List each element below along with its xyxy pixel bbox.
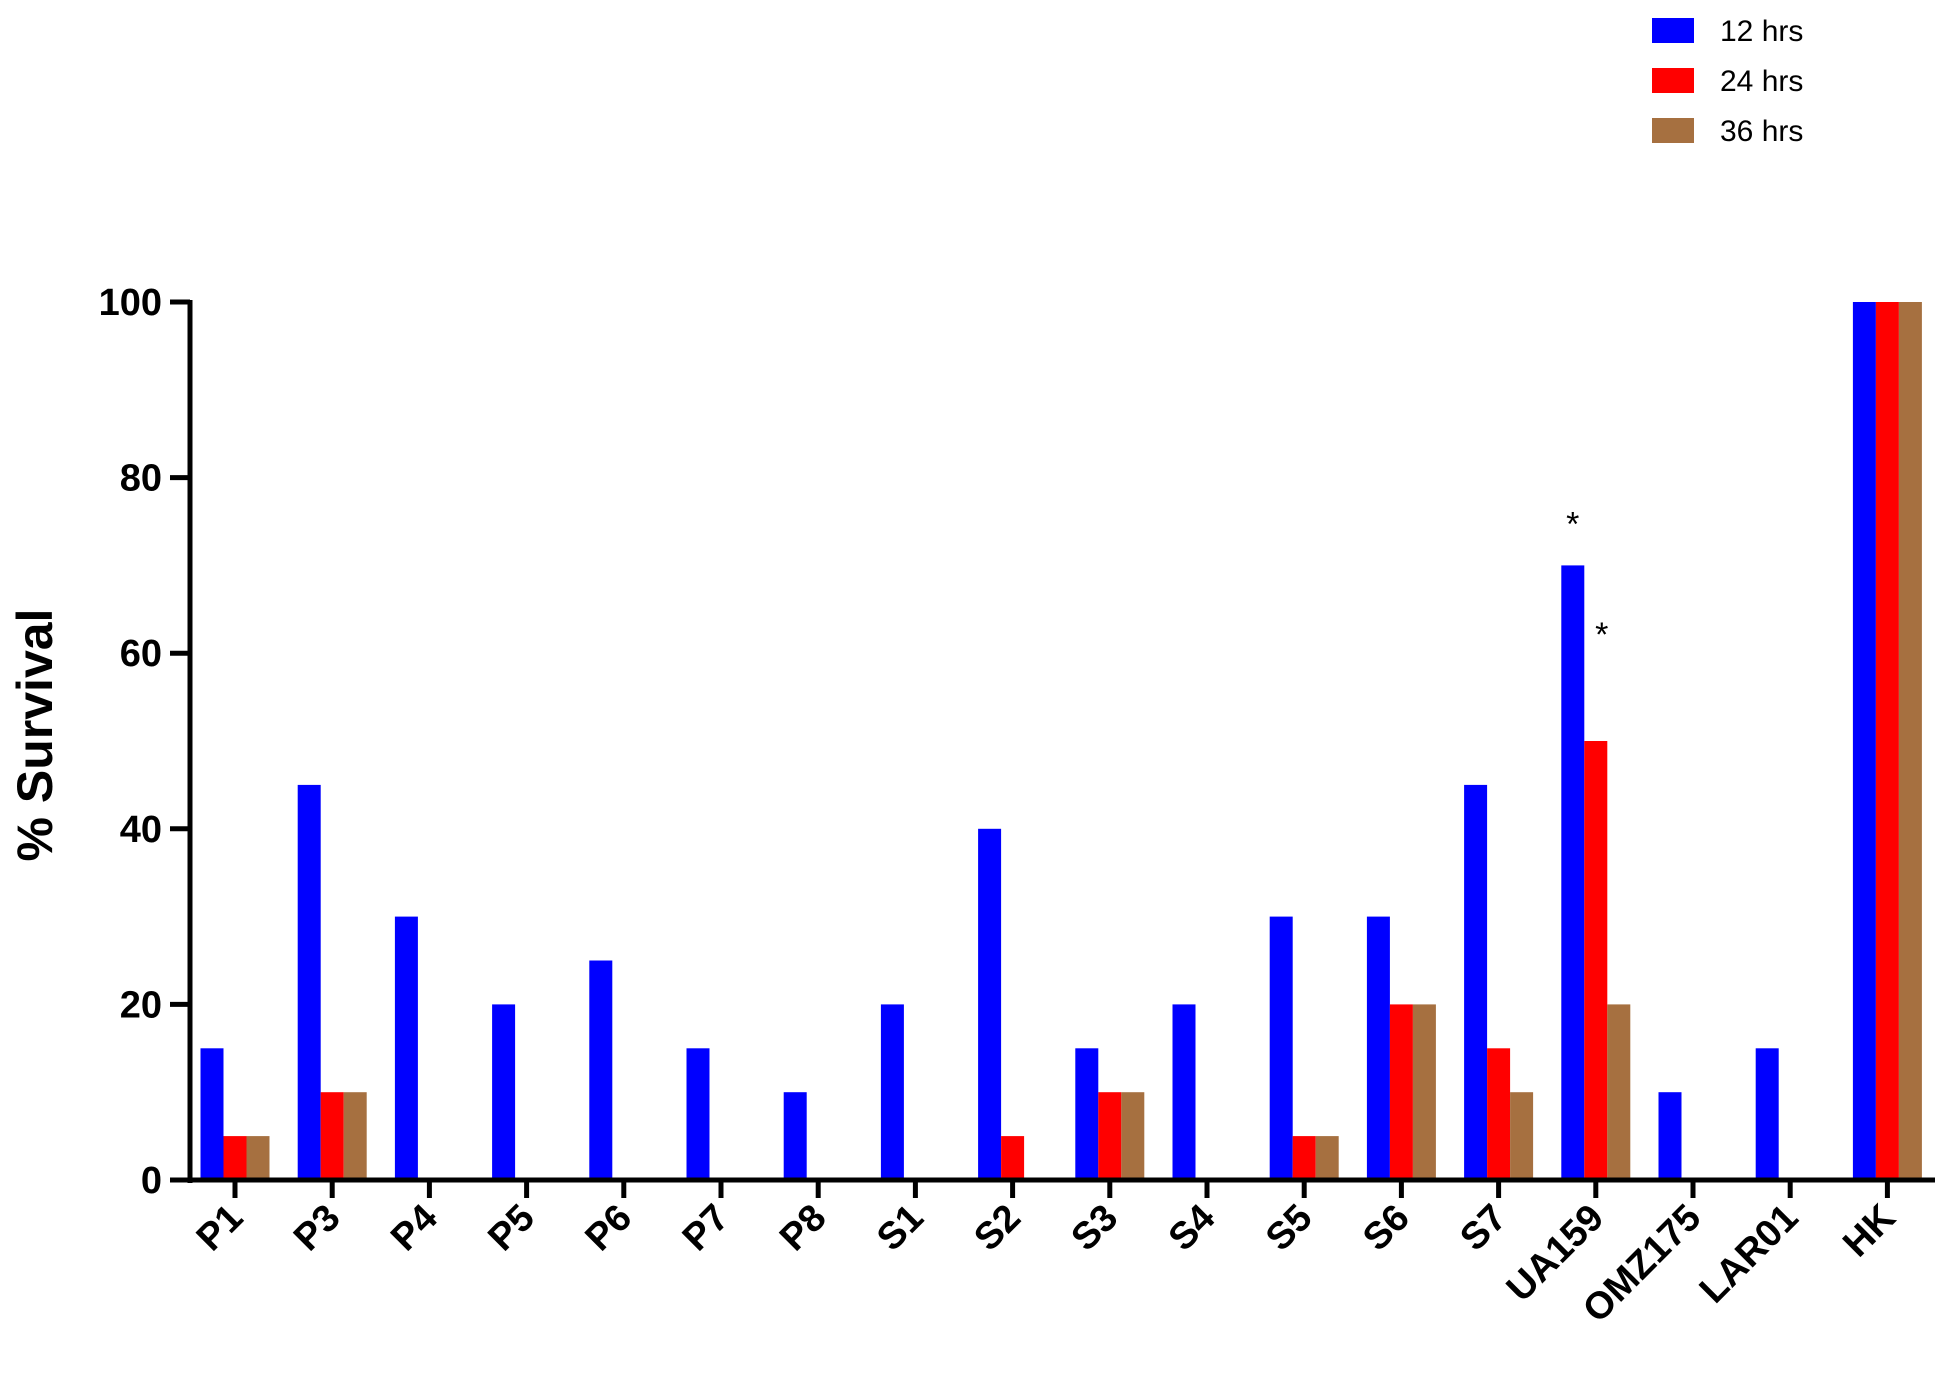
bar-p7-12-hrs — [686, 1048, 710, 1180]
y-axis-title: % Survival — [7, 609, 63, 862]
y-tick-label-60: 60 — [120, 633, 162, 675]
x-tick-label-p6: P6 — [578, 1197, 641, 1260]
x-tick-label-p7: P7 — [675, 1197, 738, 1260]
bar-p3-36-hrs — [343, 1092, 367, 1180]
y-tick-label-20: 20 — [120, 984, 162, 1026]
significance-marker-ua159-24-hrs: * — [1595, 616, 1608, 654]
x-tick-label-p5: P5 — [480, 1197, 543, 1260]
bar-p1-36-hrs — [246, 1136, 270, 1180]
bar-s1-12-hrs — [880, 1004, 904, 1180]
legend-swatch-36-hrs — [1652, 118, 1694, 143]
bar-s2-12-hrs — [978, 828, 1002, 1180]
bar-s6-36-hrs — [1412, 1004, 1436, 1180]
legend-label-24-hrs: 24 hrs — [1720, 65, 1803, 98]
bar-ua159-36-hrs — [1607, 1004, 1631, 1180]
bar-p3-12-hrs — [297, 784, 321, 1180]
bar-s3-24-hrs — [1098, 1092, 1122, 1180]
x-tick-label-p4: P4 — [383, 1197, 446, 1260]
x-tick-label-hk: HK — [1835, 1196, 1904, 1265]
bar-s7-24-hrs — [1487, 1048, 1511, 1180]
bar-s7-12-hrs — [1464, 784, 1488, 1180]
bar-s4-12-hrs — [1172, 1004, 1196, 1180]
bar-p5-12-hrs — [492, 1004, 516, 1180]
x-tick-label-s7: S7 — [1452, 1197, 1515, 1260]
x-tick-label-p3: P3 — [286, 1197, 349, 1260]
bar-s6-12-hrs — [1366, 916, 1390, 1180]
y-tick-label-100: 100 — [99, 282, 162, 324]
x-axis: P1 P3 P4 P5 P6 P7 P8 S1 S2 S3 S4 S5 S6 S7UA159OMZ175L… — [188, 1177, 1935, 1331]
bar-s3-36-hrs — [1121, 1092, 1145, 1180]
bar-hk-24-hrs — [1875, 302, 1899, 1180]
y-axis: 0 20 40 60 80 100 — [99, 282, 193, 1202]
bars — [200, 302, 1922, 1180]
legend: 12 hrs 24 hrs 36 hrs — [1652, 15, 1803, 148]
x-tick-label-p8: P8 — [772, 1197, 835, 1260]
bar-s3-12-hrs — [1075, 1048, 1099, 1180]
y-tick-label-40: 40 — [120, 809, 162, 851]
x-tick-label-s1: S1 — [869, 1197, 932, 1260]
x-tick-label-s3: S3 — [1064, 1197, 1127, 1260]
bar-s7-36-hrs — [1510, 1092, 1534, 1180]
x-tick-label-s2: S2 — [966, 1197, 1029, 1260]
bar-hk-12-hrs — [1852, 302, 1876, 1180]
bar-p6-12-hrs — [589, 960, 613, 1180]
legend-label-12-hrs: 12 hrs — [1720, 15, 1803, 48]
x-tick-label-s4: S4 — [1161, 1197, 1224, 1260]
bar-lar01-12-hrs — [1755, 1048, 1779, 1180]
bar-s6-24-hrs — [1389, 1004, 1413, 1180]
bar-ua159-12-hrs — [1561, 565, 1585, 1180]
bar-p3-24-hrs — [320, 1092, 344, 1180]
bar-p1-12-hrs — [200, 1048, 224, 1180]
x-tick-label-lar01: LAR01 — [1692, 1197, 1807, 1312]
bar-s2-24-hrs — [1001, 1136, 1025, 1180]
y-tick-label-80: 80 — [120, 458, 162, 500]
bar-s5-12-hrs — [1269, 916, 1293, 1180]
x-tick-label-s6: S6 — [1355, 1197, 1418, 1260]
annotations: ** — [1566, 505, 1608, 654]
legend-swatch-24-hrs — [1652, 68, 1694, 93]
bar-p4-12-hrs — [394, 916, 418, 1180]
bar-s5-36-hrs — [1315, 1136, 1339, 1180]
x-tick-label-s5: S5 — [1258, 1197, 1321, 1260]
bar-p8-12-hrs — [783, 1092, 807, 1180]
legend-swatch-12-hrs — [1652, 18, 1694, 43]
bar-s5-24-hrs — [1292, 1136, 1316, 1180]
legend-label-36-hrs: 36 hrs — [1720, 115, 1803, 148]
x-tick-label-p1: P1 — [189, 1197, 252, 1260]
bar-hk-36-hrs — [1898, 302, 1922, 1180]
bar-omz175-12-hrs — [1658, 1092, 1682, 1180]
significance-marker-ua159-12-hrs: * — [1566, 505, 1579, 543]
bar-p1-24-hrs — [223, 1136, 247, 1180]
y-tick-label-0: 0 — [141, 1160, 162, 1202]
bar-ua159-24-hrs — [1584, 741, 1608, 1180]
